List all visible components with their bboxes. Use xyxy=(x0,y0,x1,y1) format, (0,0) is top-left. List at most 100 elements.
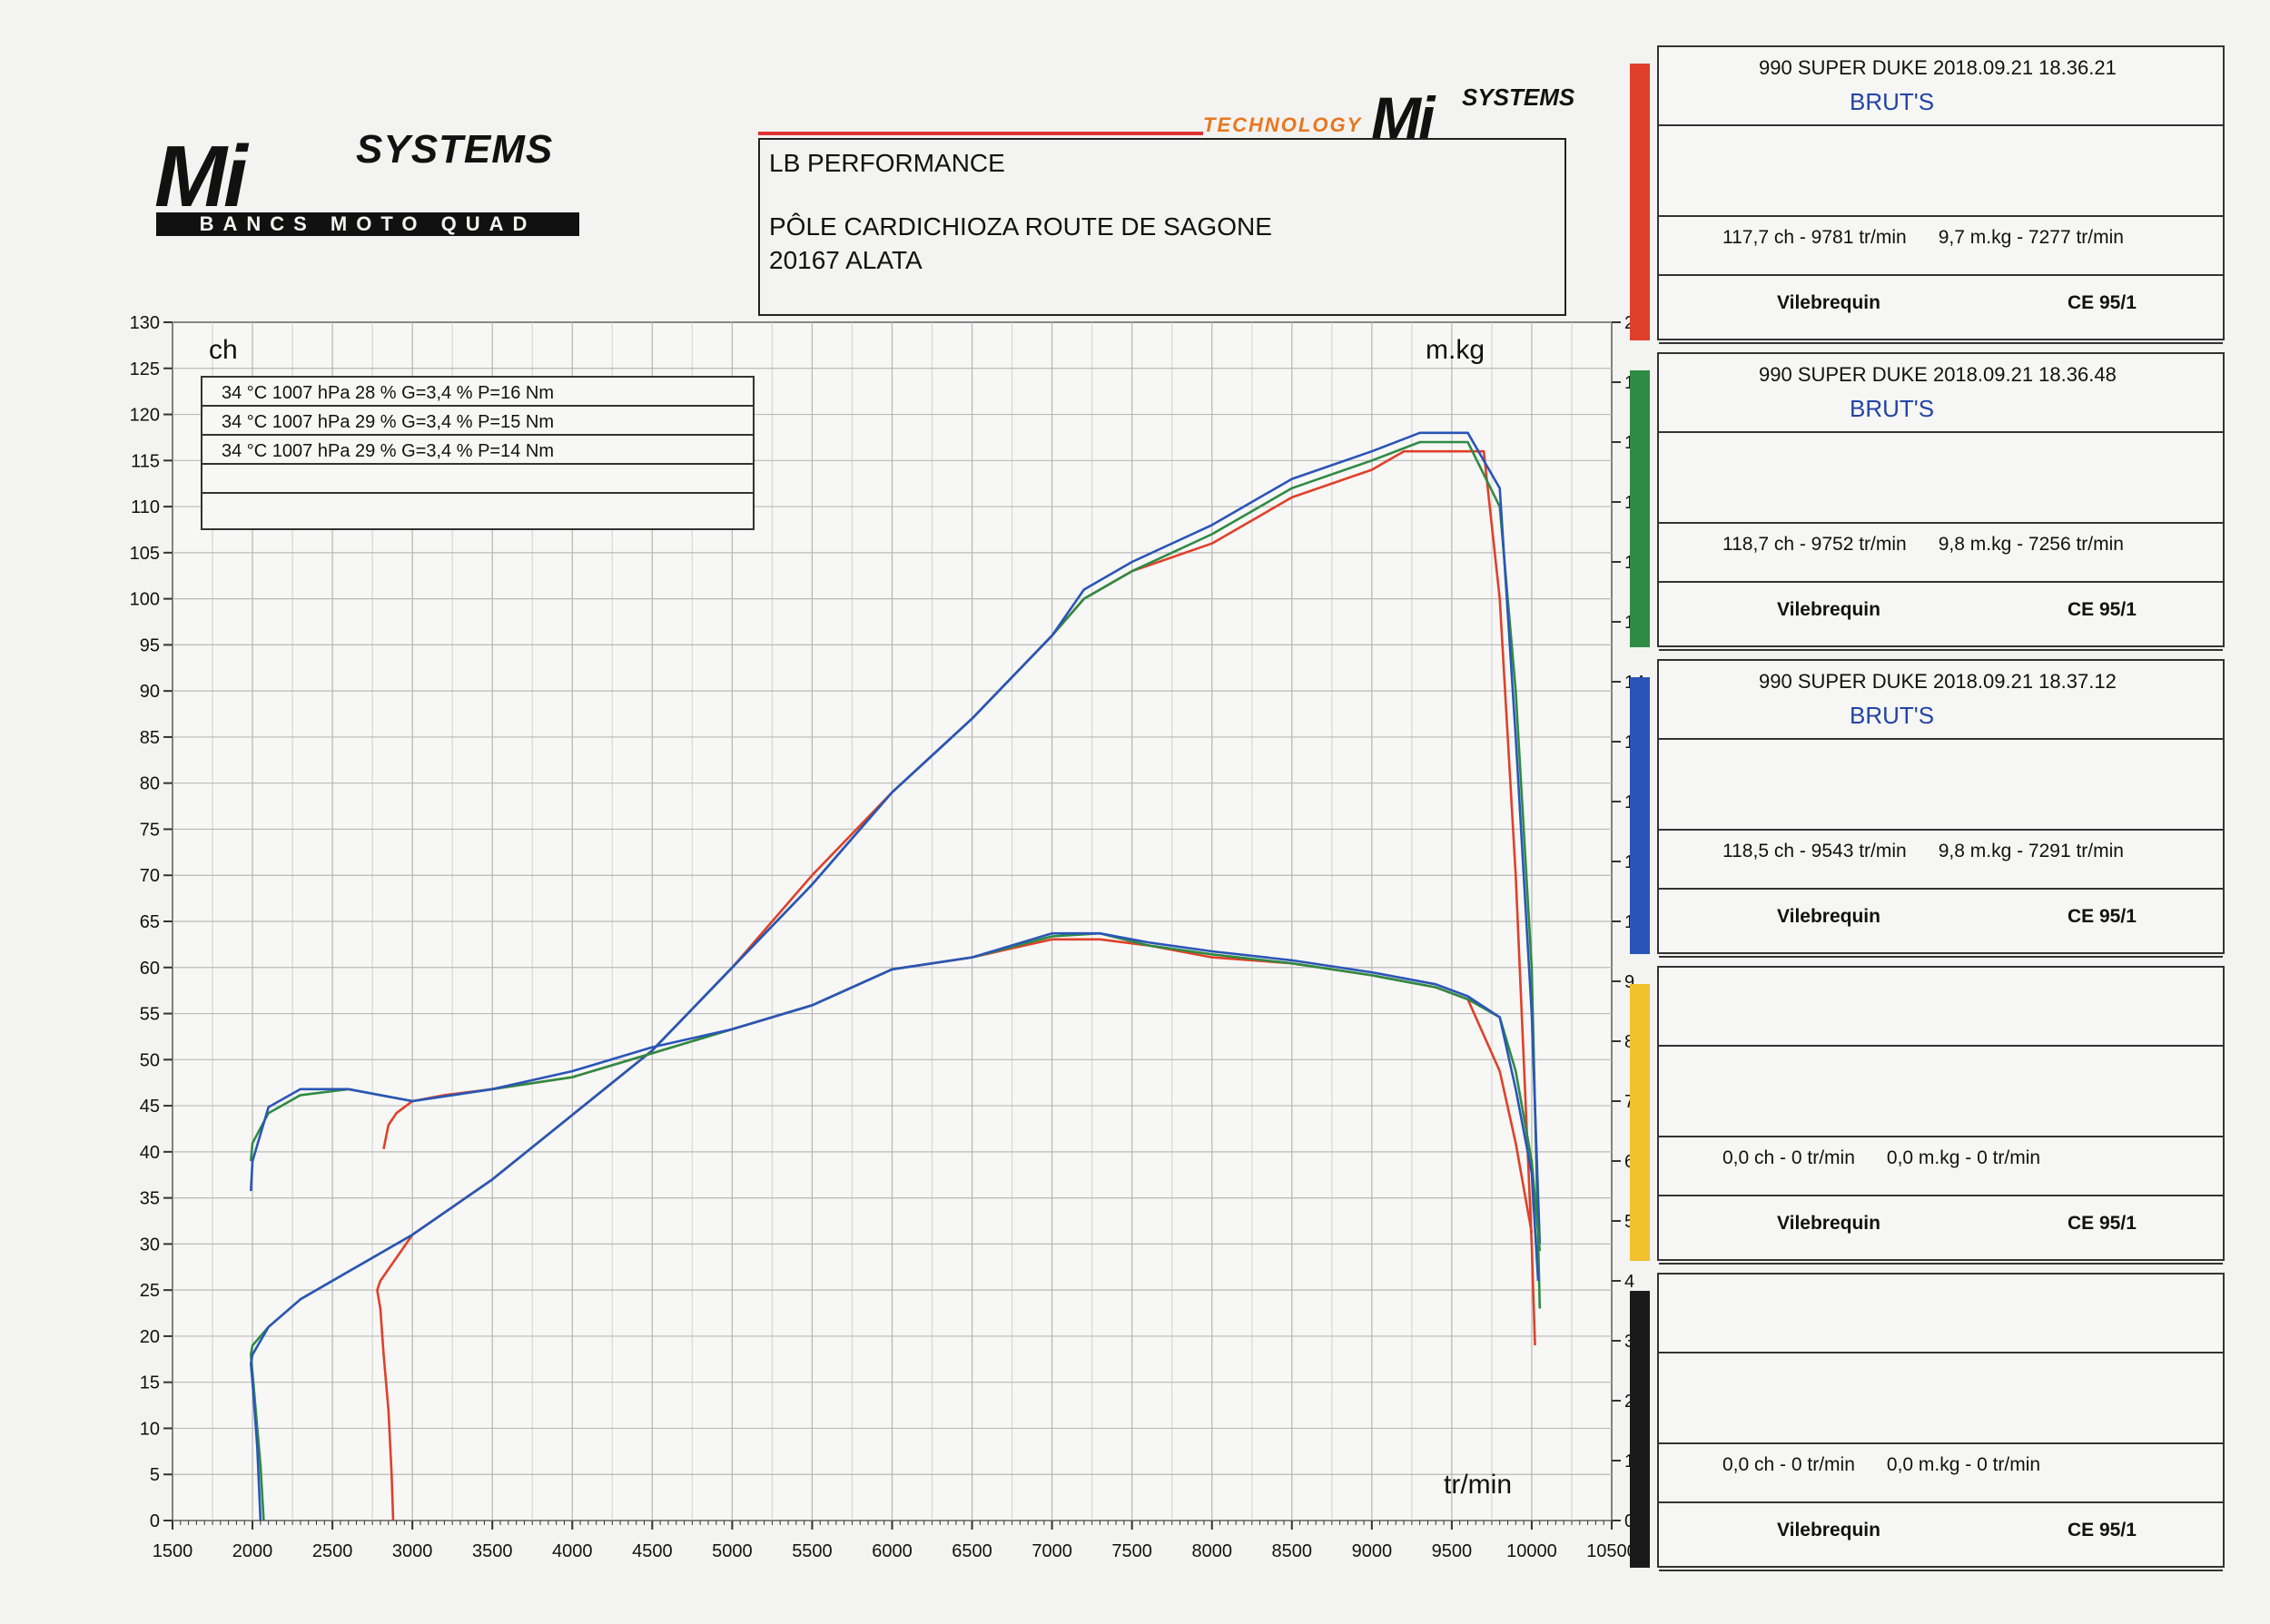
y2-tick-label: 1 xyxy=(1624,1452,1634,1471)
run-color-bar xyxy=(1630,64,1650,340)
x-tick-label: 7500 xyxy=(1111,1541,1152,1561)
x-tick-label: 8000 xyxy=(1191,1541,1232,1561)
logo-strip: BANCS MOTO QUAD xyxy=(156,212,579,236)
y-tick-label: 75 xyxy=(140,820,160,840)
y-tick-label: 55 xyxy=(140,1005,160,1025)
y-tick-label: 100 xyxy=(130,590,160,610)
chart-curves xyxy=(249,431,1542,1521)
x-tick-label: 10000 xyxy=(1506,1541,1557,1561)
logo-brand: Mi xyxy=(154,128,248,225)
run-panel-divider xyxy=(1659,956,2223,958)
y2-tick-label: 8 xyxy=(1624,1032,1634,1052)
run-crank-label: Vilebrequin xyxy=(1777,1213,1880,1234)
run-mode: BRUT'S xyxy=(1850,395,1935,422)
run-panel: 0,0 ch - 0 tr/min 0,0 m.kg - 0 tr/min Vil… xyxy=(1657,966,2225,1265)
run-panel-divider xyxy=(1659,342,2223,344)
power-curve xyxy=(249,431,1542,1521)
x-axis-label: tr/min xyxy=(1444,1470,1512,1500)
x-tick-label: 10500 xyxy=(1586,1541,1637,1561)
y-tick-label: 70 xyxy=(140,866,160,886)
run-panel-divider xyxy=(1659,649,2223,651)
y-tick-label: 15 xyxy=(140,1373,160,1393)
run-panel-divider xyxy=(1659,1501,2223,1503)
conditions-row: 34 °C 1007 hPa 29 % G=3,4 % P=14 Nm xyxy=(222,441,554,461)
run-mode: BRUT'S xyxy=(1850,702,1935,729)
y-tick-label: 95 xyxy=(140,635,160,655)
run-result: 118,5 ch - 9543 tr/min 9,8 m.kg - 7291 t… xyxy=(1722,841,2124,861)
address-company: LB PERFORMANCE xyxy=(769,149,1005,177)
conditions-table: 34 °C 1007 hPa 28 % G=3,4 % P=16 Nm 34 °C… xyxy=(201,376,755,530)
run-crank-label: Vilebrequin xyxy=(1777,906,1880,927)
run-result: 118,7 ch - 9752 tr/min 9,8 m.kg - 7256 t… xyxy=(1722,534,2124,555)
y2-tick-label: 6 xyxy=(1624,1152,1634,1172)
logo-brand-small: Mi xyxy=(1371,84,1435,152)
y2-tick-label: 2 xyxy=(1624,1392,1634,1412)
x-tick-label: 3000 xyxy=(392,1541,433,1561)
address-box: LB PERFORMANCE PÔLE CARDICHIOZA ROUTE DE… xyxy=(758,138,1566,316)
run-panel-divider xyxy=(1659,1195,2223,1196)
y-tick-label: 60 xyxy=(140,959,160,979)
y-tick-label: 20 xyxy=(140,1327,160,1347)
run-norm-label: CE 95/1 xyxy=(2068,1520,2137,1540)
y-tick-label: 40 xyxy=(140,1143,160,1163)
run-result: 117,7 ch - 9781 tr/min 9,7 m.kg - 7277 t… xyxy=(1722,227,2124,248)
run-panel-divider xyxy=(1659,274,2223,276)
logo-systems-text: SYSTEMS xyxy=(356,127,554,172)
y-tick-label: 85 xyxy=(140,728,160,748)
run-color-bar xyxy=(1630,677,1650,954)
run-panel-divider xyxy=(1659,829,2223,831)
x-tick-label: 9000 xyxy=(1352,1541,1393,1561)
x-tick-label: 3500 xyxy=(472,1541,513,1561)
y2-tick-label: 9 xyxy=(1624,972,1634,992)
y2-tick-label: 4 xyxy=(1624,1272,1634,1292)
torque-curve xyxy=(250,931,1540,1282)
y-tick-label: 5 xyxy=(150,1465,160,1485)
y-tick-label: 90 xyxy=(140,682,160,702)
run-panel-divider xyxy=(1659,1570,2223,1571)
x-tick-label: 5000 xyxy=(712,1541,753,1561)
run-panel-divider xyxy=(1659,888,2223,890)
y-tick-label: 30 xyxy=(140,1235,160,1255)
run-panel: 990 SUPER DUKE 2018.09.21 18.36.48 BRUT'S… xyxy=(1657,352,2225,651)
run-panel-divider xyxy=(1659,522,2223,524)
run-color-bar xyxy=(1630,984,1650,1261)
run-title: 990 SUPER DUKE 2018.09.21 18.37.12 xyxy=(1759,670,2117,693)
mi-systems-logo: Mi xyxy=(154,127,590,241)
x-tick-label: 6000 xyxy=(872,1541,913,1561)
y2-tick-label: 3 xyxy=(1624,1332,1634,1352)
run-title: 990 SUPER DUKE 2018.09.21 18.36.48 xyxy=(1759,363,2117,386)
x-tick-label: 4500 xyxy=(632,1541,673,1561)
address-city: 20167 ALATA xyxy=(769,245,923,274)
x-tick-label: 8500 xyxy=(1272,1541,1313,1561)
run-panel: 990 SUPER DUKE 2018.09.21 18.36.21 BRUT'S… xyxy=(1657,45,2225,344)
y2-axis-label: m.kg xyxy=(1426,335,1485,365)
conditions-row: 34 °C 1007 hPa 28 % G=3,4 % P=16 Nm xyxy=(222,383,554,403)
x-tick-label: 2000 xyxy=(232,1541,273,1561)
run-norm-label: CE 95/1 xyxy=(2068,292,2137,313)
logo-technology-text: TECHNOLOGY xyxy=(1203,113,1363,136)
run-panel-divider xyxy=(1659,431,2223,433)
x-tick-label: 6500 xyxy=(952,1541,992,1561)
run-title: 990 SUPER DUKE 2018.09.21 18.36.21 xyxy=(1759,56,2117,79)
run-panel-divider xyxy=(1659,124,2223,126)
y-tick-label: 105 xyxy=(130,544,160,564)
run-panel: 990 SUPER DUKE 2018.09.21 18.37.12 BRUT'S… xyxy=(1657,659,2225,958)
run-crank-label: Vilebrequin xyxy=(1777,292,1880,313)
y-tick-label: 80 xyxy=(140,774,160,794)
y-tick-label: 0 xyxy=(150,1511,160,1531)
x-tick-label: 4000 xyxy=(552,1541,593,1561)
y2-tick-label: 0 xyxy=(1624,1511,1634,1531)
address-street: PÔLE CARDICHIOZA ROUTE DE SAGONE xyxy=(769,212,1272,241)
y-tick-label: 120 xyxy=(130,406,160,426)
logo-systems-small: SYSTEMS xyxy=(1462,84,1575,111)
y-tick-label: 115 xyxy=(131,451,160,471)
conditions-box xyxy=(201,376,755,530)
run-crank-label: Vilebrequin xyxy=(1777,1520,1880,1540)
x-tick-label: 7000 xyxy=(1031,1541,1072,1561)
run-panel-divider xyxy=(1659,1136,2223,1137)
y-tick-label: 50 xyxy=(140,1050,160,1070)
run-result: 0,0 ch - 0 tr/min 0,0 m.kg - 0 tr/min xyxy=(1722,1147,2041,1168)
y-tick-label: 125 xyxy=(130,359,160,379)
run-panel-divider xyxy=(1659,581,2223,583)
